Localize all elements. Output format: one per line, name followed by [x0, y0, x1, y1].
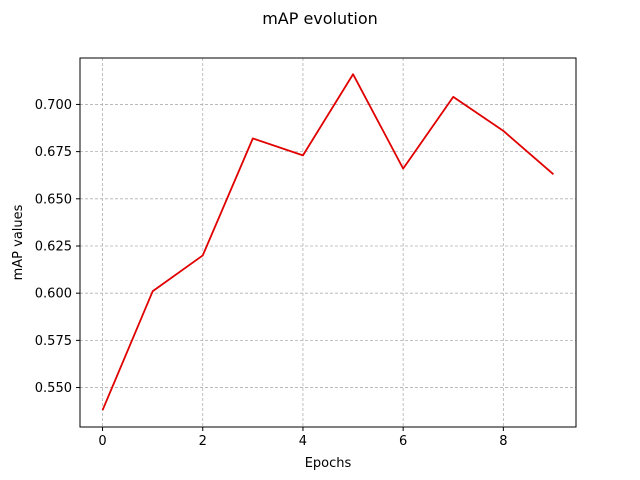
plot-area-frame [79, 57, 577, 428]
axis-ticks: 0 2 4 6 8 0.550 0.575 0.600 0.625 0.650 0.675 0.700 [35, 98, 508, 449]
x-tick-label: 0 [98, 434, 106, 449]
y-axis-label: mAP values [11, 204, 26, 280]
y-tick-label: 0.650 [35, 192, 72, 207]
x-tick-label: 6 [399, 434, 407, 449]
series-layer [101, 73, 555, 411]
series-line [101, 73, 555, 411]
y-tick-label: 0.675 [35, 145, 72, 160]
x-tick-label: 2 [199, 434, 207, 449]
y-tick-label: 0.625 [35, 239, 72, 254]
x-tick-label: 8 [499, 434, 507, 449]
x-tick-label: 4 [299, 434, 307, 449]
x-axis-label: Epochs [305, 456, 352, 471]
y-tick-label: 0.700 [35, 98, 72, 113]
chart-title: mAP evolution [262, 9, 378, 28]
y-tick-label: 0.600 [35, 287, 72, 302]
y-tick-label: 0.575 [35, 334, 72, 349]
y-tick-label: 0.550 [35, 381, 72, 396]
grid-lines [80, 58, 576, 427]
